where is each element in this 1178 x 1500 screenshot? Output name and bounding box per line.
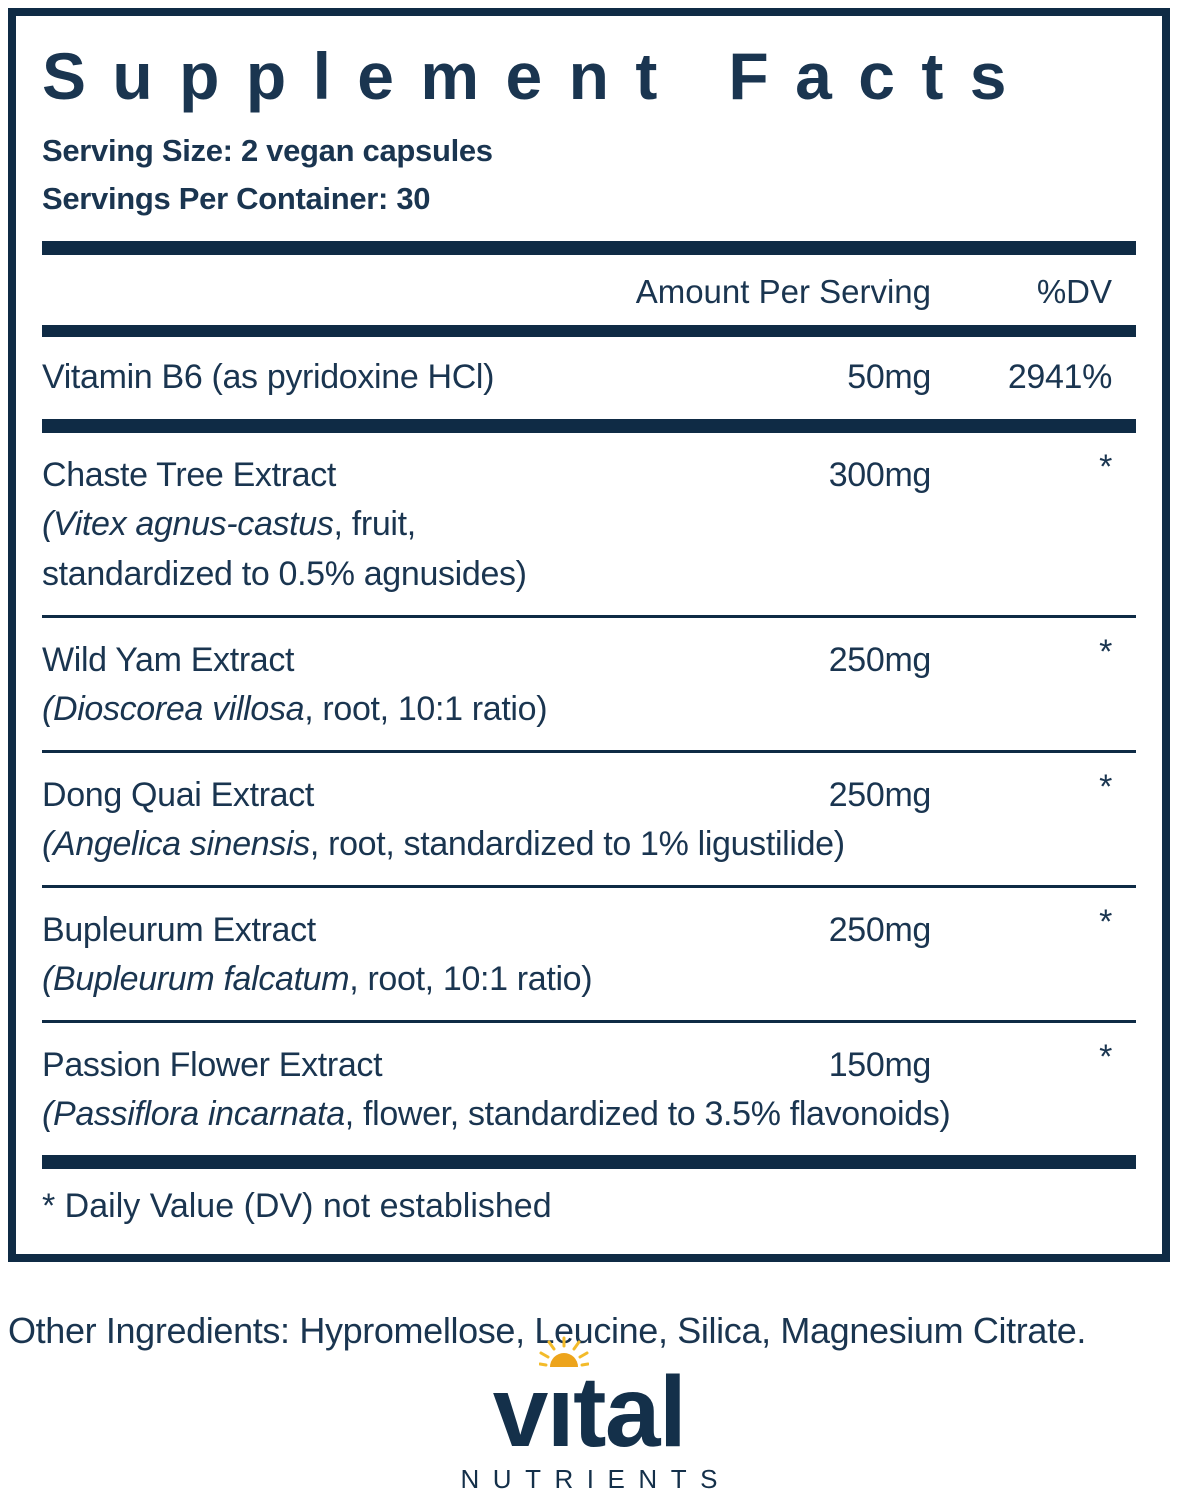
nutrient-dv: * <box>931 768 1136 819</box>
nutrient-amount: 150mg <box>828 1046 932 1085</box>
divider-bar-header <box>42 325 1136 338</box>
latin-name: (Vitex agnus-castus <box>42 505 334 544</box>
row-divider <box>42 1020 1136 1024</box>
table-row: Chaste Tree Extract 300mg * (Vitex agnus… <box>42 433 1136 615</box>
row-divider <box>42 750 1136 754</box>
nutrient-amount: 250mg <box>828 641 932 680</box>
column-header-amount: Amount Per Serving <box>635 273 931 311</box>
servings-per-container: Servings Per Container: 30 <box>42 181 431 217</box>
nutrient-amount: 50mg <box>847 358 931 397</box>
botanical-detail: (Angelica sinensis, root, standardized t… <box>42 819 1136 869</box>
latin-name: (Dioscorea villosa <box>42 690 305 729</box>
dv-asterisk: * <box>1099 903 1112 942</box>
nutrient-dv: 2941% <box>1007 358 1113 397</box>
brand-subtext: NUTRIENTS <box>460 1464 731 1494</box>
nutrient-name: Wild Yam Extract <box>42 641 295 680</box>
row-divider <box>42 615 1136 619</box>
nutrient-name: Passion Flower Extract <box>42 1046 383 1085</box>
botanical-detail-rest: , root, 10:1 ratio) <box>349 960 593 999</box>
botanical-detail-rest: , root, standardized to 1% ligustilide) <box>309 825 845 864</box>
latin-name: (Passiflora incarnata <box>42 1095 345 1134</box>
table-row: Dong Quai Extract 250mg * (Angelica sine… <box>42 753 1136 885</box>
botanical-detail: standardized to 0.5% agnusides) <box>42 555 527 594</box>
nutrient-dv: * <box>931 633 1136 684</box>
botanical-detail: (Dioscorea villosa, root, 10:1 ratio) <box>42 684 1136 734</box>
row-main-line: Chaste Tree Extract 300mg * <box>42 448 1136 499</box>
botanical-detail-rest: , root, 10:1 ratio) <box>304 690 548 729</box>
nutrient-amount: 250mg <box>828 911 932 950</box>
nutrient-dv: * <box>931 903 1136 954</box>
dv-asterisk: * <box>1099 448 1112 487</box>
column-header-dv: %DV <box>1036 273 1112 311</box>
brand-wordmark: vıtal <box>493 1336 687 1462</box>
row-main-line: Bupleurum Extract 250mg * <box>42 903 1136 954</box>
nutrient-name: Chaste Tree Extract <box>42 456 336 495</box>
botanical-detail: (Vitex agnus-castus, fruit, <box>42 499 1136 549</box>
botanical-detail-rest: , flower, standardized to 3.5% flavonoid… <box>344 1095 951 1134</box>
nutrient-name: Dong Quai Extract <box>42 776 315 815</box>
nutrient-dv: * <box>931 1038 1136 1089</box>
other-ingredients: Other Ingredients: Hypromellose, Leucine… <box>8 1310 1087 1351</box>
row-main-line: Passion Flower Extract 150mg * <box>42 1038 1136 1089</box>
dv-footnote: * Daily Value (DV) not established <box>42 1187 552 1226</box>
nutrient-name: Bupleurum Extract <box>42 911 316 950</box>
botanical-detail-rest: , fruit, <box>333 505 417 544</box>
row-main-line: Wild Yam Extract 250mg * <box>42 633 1136 684</box>
table-row: Vitamin B6 (as pyridoxine HCl) 50mg 2941… <box>42 337 1136 419</box>
nutrient-name: Vitamin B6 (as pyridoxine HCl) <box>42 358 495 397</box>
nutrient-dv: * <box>931 448 1136 499</box>
divider-bar-top <box>42 241 1136 256</box>
panel-title: Supplement Facts <box>42 39 1033 113</box>
serving-size: Serving Size: 2 vegan capsules <box>42 133 493 169</box>
row-main-line: Vitamin B6 (as pyridoxine HCl) 50mg 2941… <box>42 353 1136 401</box>
latin-name: (Angelica sinensis <box>42 825 310 864</box>
table-header-row: Amount Per Serving %DV <box>42 255 1136 325</box>
serving-info: Serving Size: 2 vegan capsules Servings … <box>42 127 1136 223</box>
row-main-line: Dong Quai Extract 250mg * <box>42 768 1136 819</box>
dv-asterisk: * <box>1099 768 1112 807</box>
nutrient-amount: 250mg <box>828 776 932 815</box>
nutrient-amount: 300mg <box>828 456 932 495</box>
brand-logo: vıtal NUTRIENTS <box>0 1336 1178 1495</box>
supplement-facts-panel: Supplement Facts Serving Size: 2 vegan c… <box>8 8 1170 1262</box>
table-row: Wild Yam Extract 250mg * (Dioscorea vill… <box>42 618 1136 750</box>
brand-wordmark-text: vıtal <box>492 1356 687 1468</box>
botanical-detail: (Passiflora incarnata, flower, standardi… <box>42 1089 1136 1139</box>
botanical-detail: (Bupleurum falcatum, root, 10:1 ratio) <box>42 954 1136 1004</box>
dv-asterisk: * <box>1099 633 1112 672</box>
divider-bar-bottom <box>42 1155 1136 1170</box>
row-divider <box>42 885 1136 889</box>
table-row: Passion Flower Extract 150mg * (Passiflo… <box>42 1023 1136 1155</box>
divider-bar-vitamins <box>42 419 1136 434</box>
table-row: Bupleurum Extract 250mg * (Bupleurum fal… <box>42 888 1136 1020</box>
dv-asterisk: * <box>1099 1038 1112 1077</box>
latin-name: (Bupleurum falcatum <box>42 960 350 999</box>
